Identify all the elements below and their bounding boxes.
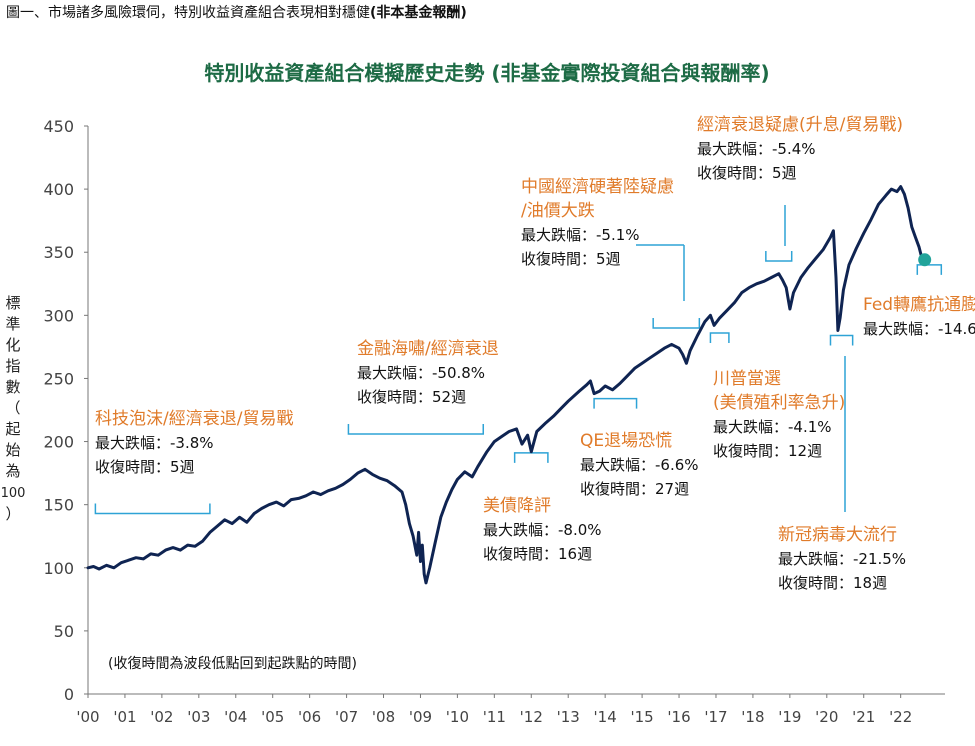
x-tick-label: '05 [261,708,284,726]
event-annotations: 科技泡沫/經濟衰退/貿易戰最大跌幅：-3.8%收復時間：5週金融海嘯/經濟衰退最… [95,115,975,592]
annotation-drawdown: 最大跌幅：-14.6 [863,320,975,338]
y-tick-label: 100 [43,559,74,578]
annotation-recovery: 收復時間：5週 [521,250,621,268]
series-layer [86,185,932,585]
annotation-recovery: 收復時間：5週 [95,458,195,476]
x-tick-label: '16 [667,708,690,726]
event-bracket [709,332,730,344]
axes [87,126,945,695]
x-tick-label: '10 [446,708,469,726]
y-tick-label: 350 [43,243,74,262]
event-bracket [94,503,211,515]
x-tick-label: '09 [409,708,432,726]
event-bracket [765,251,793,262]
annotation-drawdown: 最大跌幅：-5.1% [521,226,640,244]
event-bracket [829,334,854,346]
y-label-char: 起 [5,420,20,438]
event-bracket [513,452,549,463]
y-tick-label: 50 [54,622,74,641]
annotation-title: 美債降評 [483,496,551,516]
x-tick-label: '19 [778,708,801,726]
y-tick-label: 0 [64,685,74,704]
x-tick-label: '03 [187,708,210,726]
figure-caption: 圖一、市場諸多風險環伺，特別收益資產組合表現相對穩健(非本基金報酬) [6,2,467,22]
x-tick-label: '22 [889,708,912,726]
y-label-char: 化 [5,336,20,354]
caption-main: 圖一、市場諸多風險環伺，特別收益資產組合表現相對穩健 [6,5,370,21]
annotation-drawdown: 最大跌幅：-5.4% [697,140,816,158]
y-tick-label: 200 [43,433,74,452]
x-tick-label: '07 [335,708,358,726]
annotation-recovery: 收復時間：18週 [778,574,887,592]
y-tick-label: 300 [43,306,74,325]
annotation-recovery: 收復時間：52週 [357,388,466,406]
y-label-char: 為 [5,462,20,480]
event-brackets [94,205,943,515]
annotation-title: 川普當選 [713,369,781,389]
y-label-char: 標 [5,294,20,312]
x-tick-label: '17 [704,708,727,726]
x-tick-label: '13 [557,708,580,726]
y-tick-label: 150 [43,496,74,515]
annotation-drawdown: 最大跌幅：-21.5% [778,550,906,568]
y-label-char: 數 [5,378,20,396]
y-label-char: （ [5,399,20,417]
annotation-title: QE退場恐慌 [580,431,672,451]
event-bracket [347,423,485,435]
x-tick-label: '18 [741,708,764,726]
annotation-drawdown: 最大跌幅：-6.6% [580,456,699,474]
annotation-recovery: 收復時間：5週 [697,164,797,182]
event-bracket [593,397,638,409]
annotation-title: 新冠病毒大流行 [778,525,897,545]
y-label-char: 始 [5,441,20,459]
x-tick-label: '14 [594,708,617,726]
y-label-char: 100 [1,486,26,501]
annotation-drawdown: 最大跌幅：-8.0% [483,521,602,539]
y-tick-label: 450 [43,117,74,136]
x-tick-label: '15 [630,708,653,726]
annotation-title: 經濟衰退疑慮(升息/貿易戰) [697,115,903,135]
footnote: (收復時間為波段低點回到起跌點的時間) [108,655,357,672]
y-label-char: 準 [5,315,20,333]
y-label-char: ） [5,505,20,523]
annotation-recovery: 收復時間：12週 [713,442,822,460]
x-tick-label: '00 [76,708,99,726]
annotation-title: 科技泡沫/經濟衰退/貿易戰 [95,409,293,429]
end-point-marker [918,253,932,267]
y-label-char: 指 [5,357,20,375]
x-axis-ticks: '00 '01 '02 '03 '04 '05 '06 '07 '08 '09 '10 '11 '12 '… [76,694,912,726]
event-bracket [652,317,701,329]
y-axis-ticks: 0 50 100 150 200 250 300 350 400 450 [43,117,88,704]
x-tick-label: '11 [483,708,506,726]
caption-note: (非本基金報酬) [370,5,467,21]
annotation-title: /油價大跌 [521,201,595,221]
x-tick-label: '06 [298,708,321,726]
y-tick-label: 400 [43,180,74,199]
annotation-title: Fed轉鷹抗通膨 [863,294,975,315]
annotation-recovery: 收復時間：27週 [580,480,689,498]
chart-title: 特別收益資產組合模擬歷史走勢 (非基金實際投資組合與報酬率) [204,61,769,85]
x-tick-label: '04 [224,708,247,726]
x-tick-label: '12 [520,708,543,726]
annotation-recovery: 收復時間：16週 [483,545,592,563]
x-tick-label: '21 [852,708,875,726]
annotation-title: 金融海嘯/經濟衰退 [357,339,499,359]
annotation-drawdown: 最大跌幅：-4.1% [713,418,832,436]
x-tick-label: '01 [113,708,136,726]
x-tick-label: '02 [150,708,173,726]
annotation-drawdown: 最大跌幅：-50.8% [357,364,485,382]
y-tick-label: 250 [43,369,74,388]
event-bracket [916,264,943,275]
annotation-drawdown: 最大跌幅：-3.8% [95,434,214,452]
annotation-title: 中國經濟硬著陸疑慮 [521,177,674,197]
x-tick-label: '08 [372,708,395,726]
series-line [86,185,927,585]
x-tick-label: '20 [815,708,838,726]
annotation-title: (美債殖利率急升) [713,393,845,413]
